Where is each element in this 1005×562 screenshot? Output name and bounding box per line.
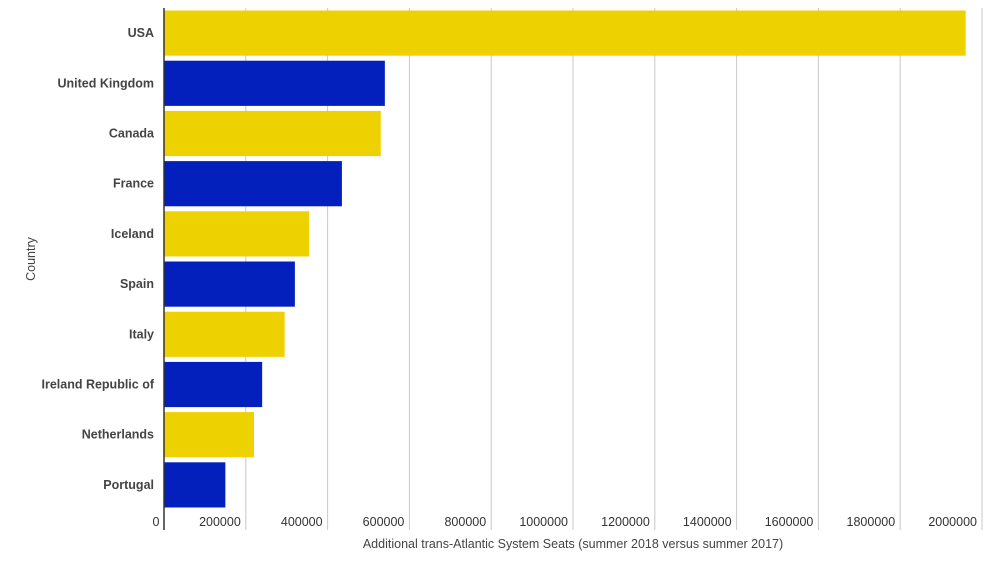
x-tick-label: 400000 bbox=[281, 515, 323, 529]
bars bbox=[164, 10, 966, 508]
category-label: Italy bbox=[129, 327, 154, 341]
bar bbox=[164, 211, 310, 257]
bar bbox=[164, 161, 342, 207]
bar bbox=[164, 311, 285, 357]
category-label: Spain bbox=[120, 277, 154, 291]
category-label: Canada bbox=[109, 127, 155, 141]
category-label: USA bbox=[128, 26, 154, 40]
category-label: Portugal bbox=[103, 478, 154, 492]
x-axis-title: Additional trans-Atlantic System Seats (… bbox=[363, 537, 783, 551]
bar bbox=[164, 261, 295, 307]
x-tick-label: 2000000 bbox=[928, 515, 977, 529]
x-tick-label: 1000000 bbox=[519, 515, 568, 529]
y-axis-title: Country bbox=[24, 236, 38, 281]
x-tick-label: 800000 bbox=[444, 515, 486, 529]
bar bbox=[164, 110, 381, 157]
bar bbox=[164, 412, 254, 458]
bar bbox=[164, 60, 385, 106]
x-tick-label: 1600000 bbox=[765, 515, 814, 529]
category-label: Netherlands bbox=[82, 428, 154, 442]
x-tick-labels: 0 200000 400000 600000 800000 1000000 1200000 1… bbox=[153, 515, 978, 529]
category-labels: USA United Kingdom Canada France Iceland Spai… bbox=[41, 26, 155, 492]
bar bbox=[164, 361, 263, 408]
x-tick-label: 1400000 bbox=[683, 515, 732, 529]
category-label: Ireland Republic of bbox=[41, 378, 154, 392]
x-tick-label: 200000 bbox=[199, 515, 241, 529]
category-label: France bbox=[113, 177, 154, 191]
x-tick-label: 1800000 bbox=[847, 515, 896, 529]
bar bbox=[164, 462, 226, 508]
x-tick-label: 0 bbox=[153, 515, 160, 529]
bar bbox=[164, 10, 966, 56]
category-label: United Kingdom bbox=[57, 76, 154, 90]
category-label: Iceland bbox=[111, 227, 154, 241]
x-tick-label: 1200000 bbox=[601, 515, 650, 529]
x-tick-label: 600000 bbox=[363, 515, 405, 529]
